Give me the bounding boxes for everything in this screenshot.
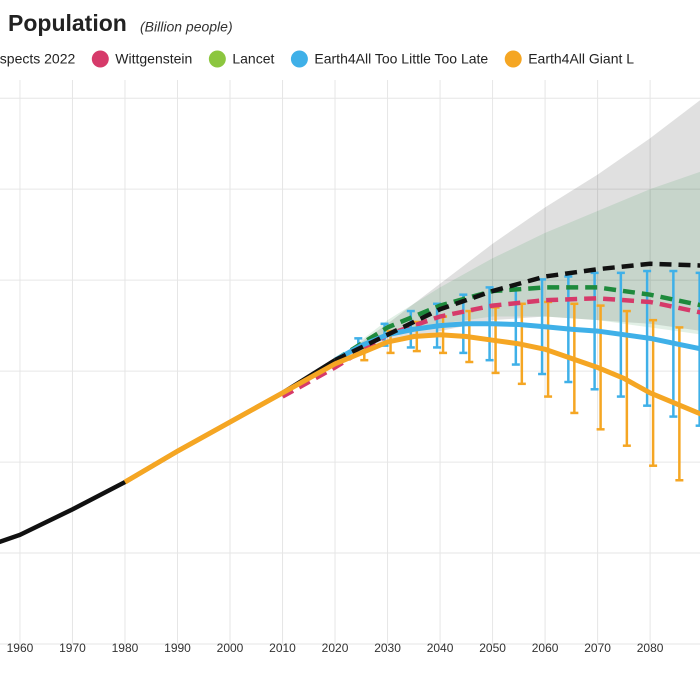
x-tick-label: 1960 (7, 641, 34, 655)
legend-marker (208, 50, 226, 68)
chart-title: Population (8, 10, 127, 36)
series-line (334, 261, 700, 363)
x-tick-label: 2030 (374, 641, 401, 655)
x-tick-label: 2010 (269, 641, 296, 655)
plot-area (0, 100, 700, 545)
legend-label: ospects 2022 (0, 51, 75, 67)
x-tick-label: 2070 (584, 641, 611, 655)
legend-marker (91, 50, 109, 68)
uncertainty-band (335, 100, 700, 361)
x-tick-label: 1970 (59, 641, 86, 655)
legend-label: Earth4All Giant L (528, 51, 634, 67)
legend-label: Wittgenstein (115, 51, 192, 67)
x-tick-label: 2050 (479, 641, 506, 655)
series-line (0, 358, 337, 545)
legend-label: Lancet (232, 51, 274, 67)
x-tick-label: 2080 (637, 641, 664, 655)
legend-marker (290, 50, 308, 68)
series-line (123, 332, 700, 485)
x-tick-label: 2060 (532, 641, 559, 655)
chart-subtitle: (Billion people) (140, 19, 233, 35)
legend-label: Earth4All Too Little Too Late (314, 51, 488, 67)
x-tick-label: 2020 (322, 641, 349, 655)
x-tick-label: 2040 (427, 641, 454, 655)
x-tick-label: 1990 (164, 641, 191, 655)
x-tick-label: 2000 (217, 641, 244, 655)
x-tick-label: 1980 (112, 641, 139, 655)
series-line (333, 285, 700, 363)
legend-marker (504, 50, 522, 68)
